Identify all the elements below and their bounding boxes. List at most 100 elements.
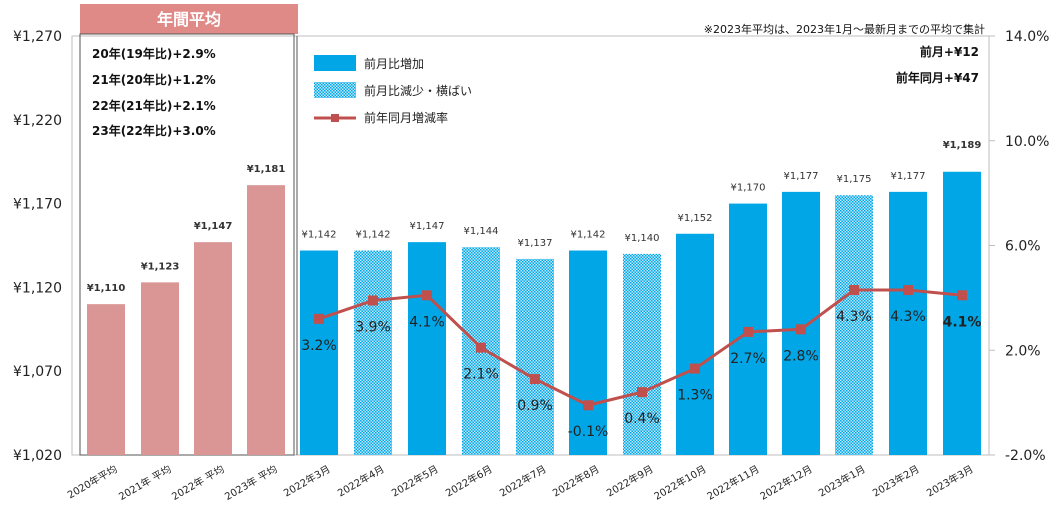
yoy-marker [743, 326, 753, 337]
x-tick-label: 2022年6月 [443, 462, 494, 499]
summary-month: 前月+¥12 [920, 44, 979, 59]
y-left-tick-label: ¥1,020 [13, 448, 62, 464]
yoy-label: 0.4% [624, 411, 660, 427]
yoy-marker [583, 400, 593, 411]
yoy-label: 1.3% [677, 388, 713, 404]
legend-swatch-decrease [314, 82, 356, 98]
bar-3 [247, 185, 285, 455]
yoy-marker [476, 342, 486, 353]
bar-16 [943, 171, 981, 456]
yoy-label: -0.1% [568, 424, 609, 440]
bar-8 [516, 258, 554, 455]
y-left-tick-label: ¥1,270 [13, 29, 62, 45]
bar-13 [782, 191, 820, 456]
yoy-label: 2.7% [730, 351, 766, 367]
yoy-label: 0.9% [517, 398, 553, 414]
x-tick-label: 2023年1月 [816, 462, 867, 499]
x-tick-label: 2022年8月 [550, 462, 601, 499]
bar-9 [569, 250, 607, 455]
summary-year: 前年同月+¥47 [896, 70, 979, 85]
bar-value-label: ¥1,110 [87, 283, 126, 294]
bar-5 [354, 250, 392, 455]
footnote: ※2023年平均は、2023年1月～最新月までの平均で集計 [704, 22, 985, 36]
bar-value-label: ¥1,175 [837, 174, 872, 185]
yoy-label: 4.1% [943, 314, 982, 330]
bar-value-label: ¥1,142 [302, 230, 337, 241]
legend-swatch-marker [331, 114, 339, 122]
x-tick-label: 2022年4月 [335, 462, 386, 499]
bar-2 [194, 242, 232, 455]
y-left-tick-label: ¥1,220 [13, 113, 62, 129]
bar-value-label: ¥1,137 [518, 238, 553, 249]
legend-swatch-increase [314, 55, 356, 71]
bar-10 [623, 253, 661, 455]
x-tick-label: 2020年平均 [65, 462, 120, 501]
x-tick-label: 2022年9月 [604, 462, 655, 499]
annual-box-frame [79, 33, 295, 456]
bar-14 [835, 195, 873, 455]
legend-label-line: 前年同月増減率 [364, 110, 448, 125]
x-tick-label: 2022年12月 [758, 462, 815, 502]
bar-4 [300, 250, 338, 455]
bar-value-label: ¥1,140 [625, 233, 660, 244]
y-right-tick-label: -2.0% [1005, 448, 1046, 464]
yoy-marker [637, 387, 647, 398]
x-tick-label: 2022年5月 [389, 462, 440, 499]
x-tick-label: 2023年3月 [924, 462, 975, 499]
yoy-label: 4.3% [890, 309, 926, 325]
y-right-tick-label: 2.0% [1005, 343, 1041, 359]
y-left-tick-label: ¥1,120 [13, 280, 62, 296]
yoy-marker [690, 363, 700, 374]
bar-1 [141, 282, 179, 455]
y-left-tick-label: ¥1,170 [13, 197, 62, 213]
annual-note-4: 23年(22年比)+3.0% [92, 123, 216, 138]
yoy-marker [849, 285, 859, 296]
x-tick-label: 2023年2月 [870, 462, 921, 499]
bar-value-label: ¥1,147 [194, 221, 233, 232]
bar-value-label: ¥1,142 [571, 230, 606, 241]
bar-value-label: ¥1,152 [678, 213, 713, 224]
yoy-label: 4.1% [409, 314, 445, 330]
yoy-marker [530, 374, 540, 385]
yoy-marker [314, 313, 324, 324]
bar-15 [889, 191, 927, 456]
yoy-marker [368, 295, 378, 306]
x-tick-label: 2022年7月 [497, 462, 548, 499]
x-tick-label: 2023年 平均 [222, 462, 279, 503]
yoy-label: 2.1% [463, 367, 499, 383]
bar-value-label: ¥1,144 [464, 226, 499, 237]
annual-note-3: 22年(21年比)+2.1% [92, 98, 216, 113]
annual-note-1: 20年(19年比)+2.9% [92, 46, 216, 61]
legend-label-decrease: 前月比減少・横ばい [364, 83, 472, 98]
y-right-tick-label: 6.0% [1005, 239, 1041, 255]
bar-value-label: ¥1,170 [731, 183, 766, 194]
yoy-label: 2.8% [783, 348, 819, 364]
x-tick-label: 2022年 平均 [169, 462, 226, 503]
bar-value-label: ¥1,147 [410, 221, 445, 232]
bar-value-label: ¥1,177 [784, 171, 819, 182]
yoy-marker [957, 290, 967, 301]
bar-value-label: ¥1,189 [943, 140, 982, 151]
x-tick-label: 2022年11月 [705, 462, 762, 502]
bar-11 [676, 233, 714, 455]
x-tick-label: 2022年10月 [652, 462, 709, 502]
bar-value-label: ¥1,177 [891, 171, 926, 182]
yoy-label: 3.9% [355, 319, 391, 335]
y-left-tick-label: ¥1,070 [13, 364, 62, 380]
legend-label-increase: 前月比増加 [364, 56, 424, 71]
bar-0 [87, 304, 125, 455]
bar-value-label: ¥1,123 [141, 261, 180, 272]
annual-note-2: 21年(20年比)+1.2% [92, 72, 216, 87]
yoy-label: 3.2% [301, 338, 337, 354]
annual-box-title: 年間平均 [157, 10, 221, 29]
x-tick-label: 2022年3月 [281, 462, 332, 499]
yoy-label: 4.3% [836, 309, 872, 325]
bar-value-label: ¥1,142 [356, 230, 391, 241]
yoy-marker [903, 285, 913, 296]
yoy-marker [796, 324, 806, 335]
y-right-tick-label: 14.0% [1005, 29, 1049, 45]
bar-value-label: ¥1,181 [247, 164, 286, 175]
yoy-marker [422, 290, 432, 301]
x-tick-label: 2021年 平均 [116, 462, 173, 503]
